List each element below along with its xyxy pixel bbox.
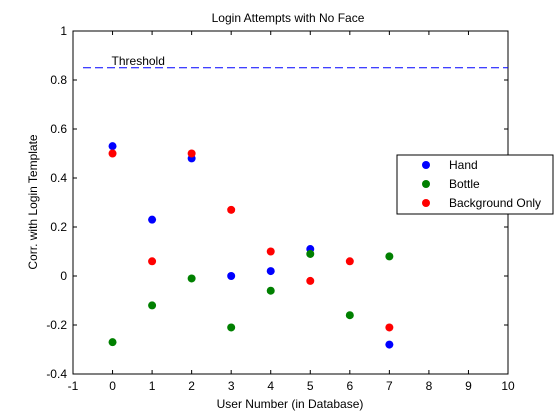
x-tick-label: 0 xyxy=(109,379,116,393)
axis-ticks: -1 0 1 2 3 4 5 6 7 8 9 10 -0.4 -0.2 0 0.2 0.4 0.6 0.8 1 xyxy=(46,24,515,393)
y-axis-label: Corr. with Login Template xyxy=(26,134,40,270)
data-point xyxy=(227,272,236,280)
data-point xyxy=(266,247,275,256)
data-point xyxy=(187,149,196,158)
data-point xyxy=(266,267,275,276)
y-tick-label: 1 xyxy=(60,24,67,38)
x-tick-label: 2 xyxy=(188,379,195,393)
legend-entry: Bottle xyxy=(449,177,480,191)
x-tick-label: 1 xyxy=(149,379,156,393)
data-point xyxy=(187,274,196,283)
threshold-label: Threshold xyxy=(112,54,165,68)
data-point xyxy=(345,311,354,320)
data-point xyxy=(345,257,354,266)
y-tick-label: 0.4 xyxy=(50,171,67,185)
y-tick-label: 0.6 xyxy=(50,122,67,136)
x-tick-label: 9 xyxy=(465,379,472,393)
legend-marker xyxy=(422,199,430,207)
data-points xyxy=(108,142,394,349)
x-tick-label: 8 xyxy=(426,379,433,393)
y-tick-label: -0.2 xyxy=(46,318,67,332)
x-tick-label: 6 xyxy=(346,379,353,393)
legend-entry: Hand xyxy=(449,158,478,172)
x-tick-label: -1 xyxy=(68,379,79,393)
data-point xyxy=(385,323,394,332)
x-tick-label: 7 xyxy=(386,379,393,393)
data-point xyxy=(385,252,394,261)
chart-title: Login Attempts with No Face xyxy=(212,11,365,25)
x-tick-label: 3 xyxy=(228,379,235,393)
y-tick-label: 0.8 xyxy=(50,73,67,87)
x-tick-label: 10 xyxy=(501,379,515,393)
data-point xyxy=(148,215,157,224)
y-tick-label: 0 xyxy=(60,269,67,283)
data-point xyxy=(108,149,117,158)
data-point xyxy=(148,301,157,310)
data-point xyxy=(266,286,275,295)
legend-marker xyxy=(422,161,430,169)
data-point xyxy=(108,142,117,151)
x-axis-label: User Number (in Database) xyxy=(217,397,364,411)
legend-entry: Background Only xyxy=(449,196,541,210)
x-tick-label: 4 xyxy=(267,379,274,393)
data-point xyxy=(227,323,236,332)
legend-marker xyxy=(422,180,430,188)
y-tick-label: 0.2 xyxy=(50,220,67,234)
x-tick-label: 5 xyxy=(307,379,314,393)
data-point xyxy=(227,205,236,214)
data-point xyxy=(108,338,117,347)
data-point xyxy=(148,257,157,266)
data-point xyxy=(306,249,315,258)
legend: Hand Bottle Background Only xyxy=(396,154,554,215)
data-point xyxy=(306,276,315,285)
y-tick-label: -0.4 xyxy=(46,367,67,381)
data-point xyxy=(385,340,394,349)
